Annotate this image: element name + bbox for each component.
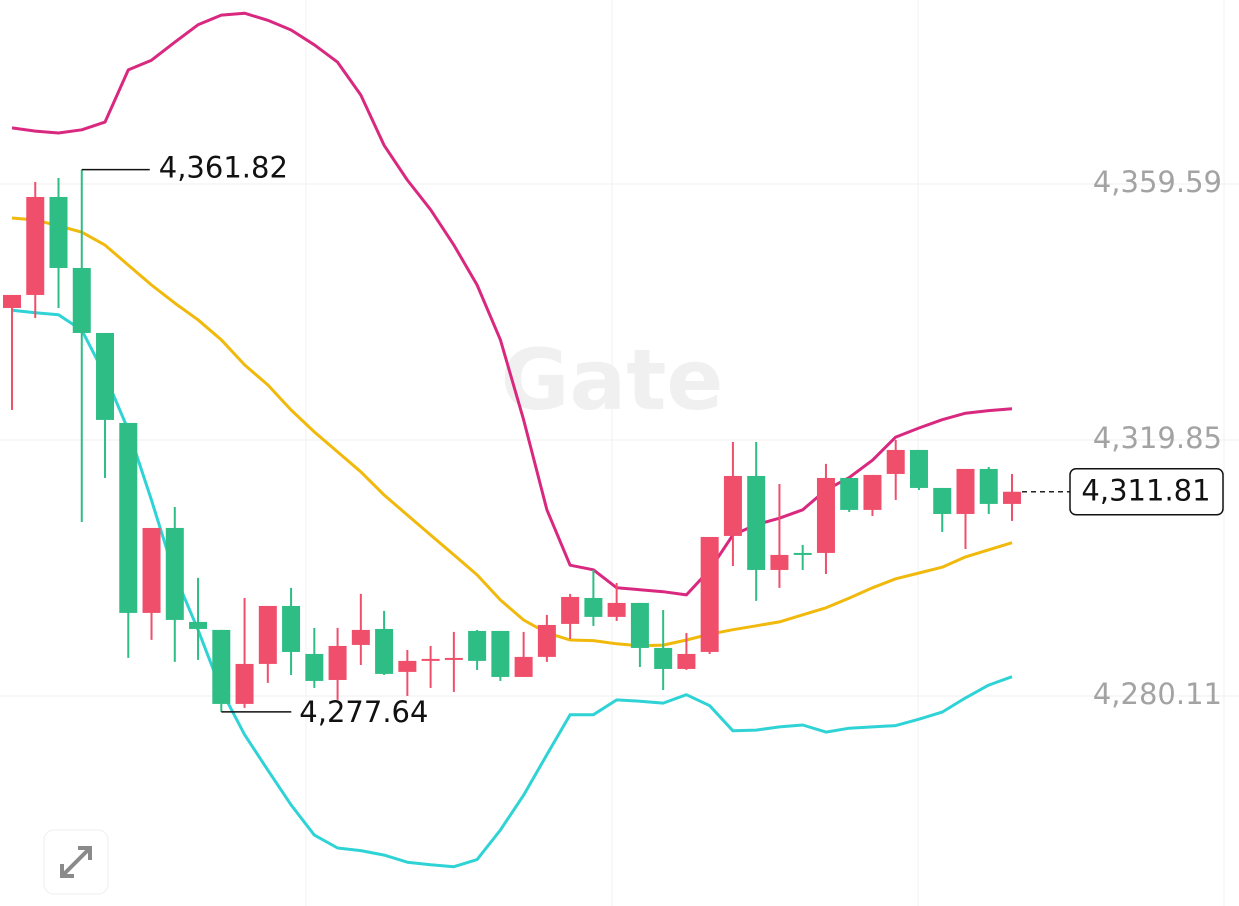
candle-body [258,605,277,664]
annotations: 4,361.82 4,277.64 4,311.81 [81,151,1224,729]
y-tick-label: 4,319.85 [1093,421,1222,455]
candle-body [537,624,556,657]
candle-body [1003,491,1021,504]
candle-body [328,645,347,680]
candle-body [933,487,952,514]
candle-body [421,658,440,661]
grid: 4,280.11 4,319.85 4,359.59 [0,165,1239,711]
expand-button[interactable] [43,829,109,895]
candle-body [49,196,68,268]
candle-body [468,630,487,661]
candle-body [584,597,603,617]
candle-body [444,657,463,660]
y-tick-label: 4,359.59 [1093,165,1222,199]
candle-body [561,596,580,624]
candle-body [3,294,21,308]
band-line [11,11,1013,597]
candle-body [398,660,417,672]
candle-body [979,468,998,504]
candle-body [793,552,812,555]
candle-body [282,605,301,652]
watermark: Gate [501,331,724,429]
candle-body [909,449,928,488]
candle-body [96,332,115,420]
candle-body [212,629,231,704]
min-label: 4,277.64 [299,695,428,729]
candle-body [723,475,742,536]
candle-body [26,196,45,295]
candle-body [956,468,975,514]
candle-body [747,475,766,570]
band-line [11,216,1013,648]
candle-body [189,621,208,629]
candle-body [630,602,649,648]
candle-body [375,628,394,674]
candle-body [119,422,138,613]
candle-body [514,656,533,677]
y-tick-label: 4,280.11 [1093,677,1222,711]
candle-body [235,663,254,704]
last-price-label: 4,311.81 [1081,474,1210,508]
expand-icon [60,846,92,878]
candle-body [840,477,859,510]
candle-body [72,267,91,333]
last-price-box [1069,467,1224,516]
max-label: 4,361.82 [159,151,288,185]
candle-body [351,629,370,645]
candle-body [142,527,161,613]
vertical-grid [305,0,1225,906]
candle-body [700,536,719,652]
candle-body [165,527,184,620]
candle-body [491,630,510,677]
candle-body [677,653,696,669]
candles [3,169,1021,712]
candle-body [654,647,673,669]
candle-body [886,449,905,474]
candle-body [863,474,882,510]
candle-body [607,602,626,617]
candle-body [770,554,789,570]
candle-body [816,477,835,553]
candle-body [305,653,324,681]
